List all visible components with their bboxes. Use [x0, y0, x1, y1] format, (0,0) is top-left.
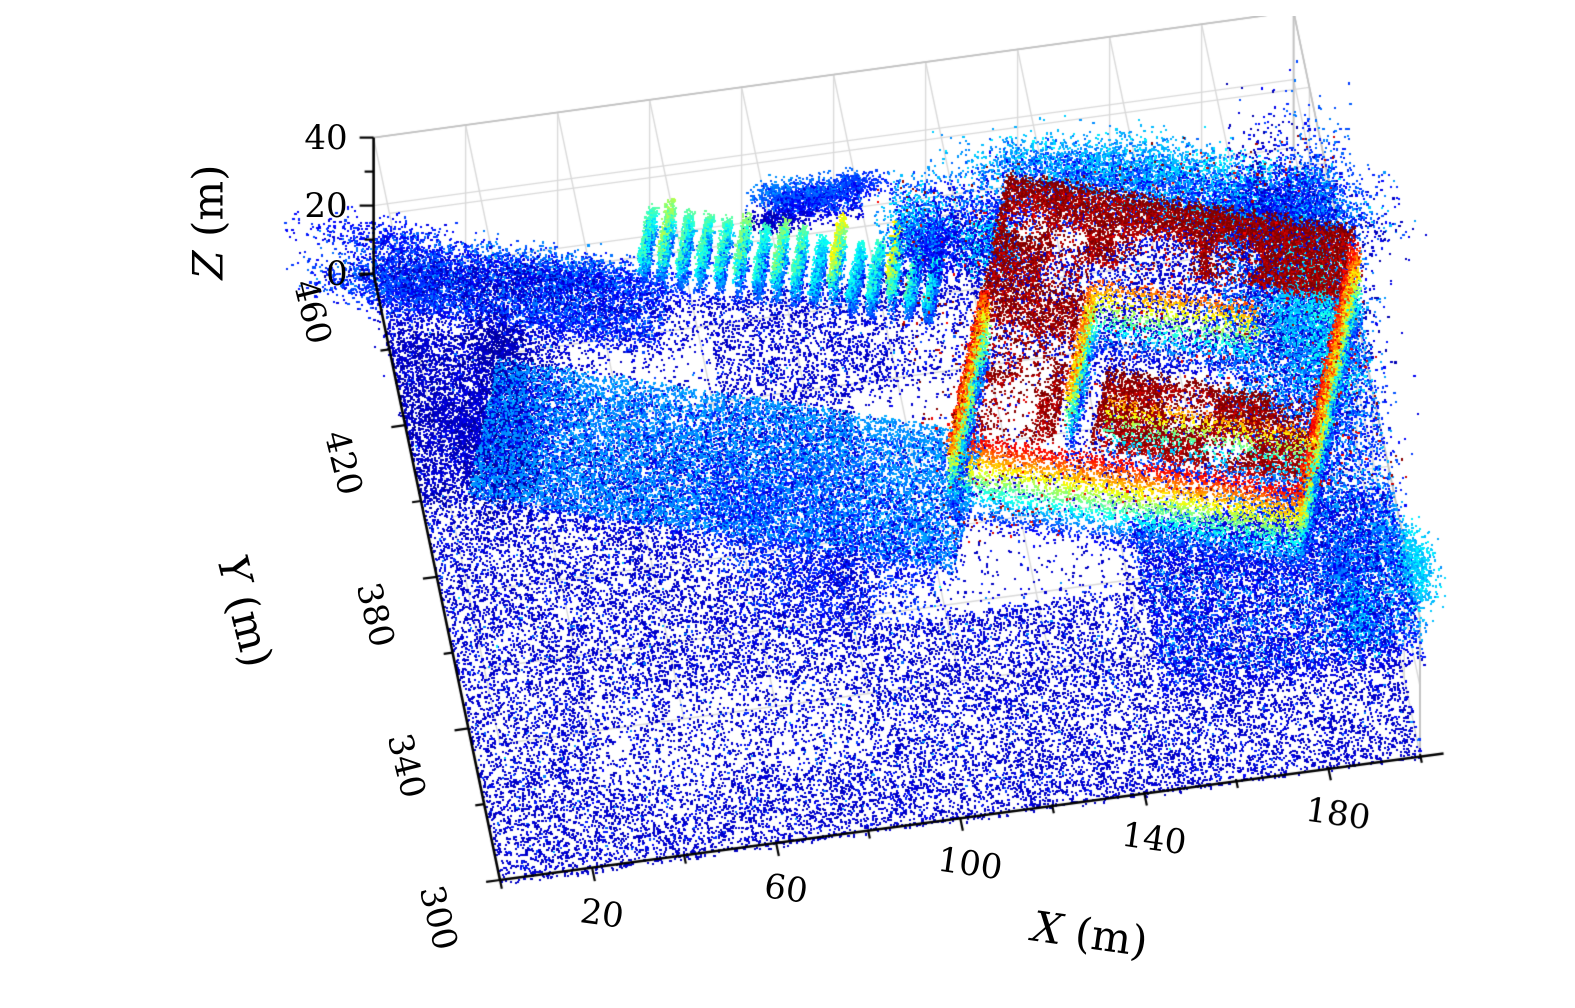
z-axis-unit: (m) [183, 164, 233, 238]
z-axis-letter: Z [183, 250, 233, 280]
z-tick-label: 20 [304, 185, 348, 226]
z-tick-label: 0 [325, 253, 348, 294]
pointcloud-3d-canvas [40, 16, 1575, 992]
x-tick-label: 180 [1303, 789, 1373, 838]
x-tick-label: 20 [577, 891, 627, 938]
z-axis-title: Z (m) [184, 164, 233, 279]
x-axis-letter: X [1029, 901, 1066, 955]
x-axis-unit: (m) [1072, 907, 1151, 967]
x-tick-label: 60 [761, 866, 811, 913]
z-tick-label: 40 [304, 117, 348, 158]
x-tick-label: 140 [1119, 814, 1189, 864]
lidar-pointcloud-figure: X (m) Y (m) Z (m) 20 60 100 140 180 300 340 380… [40, 16, 1575, 992]
